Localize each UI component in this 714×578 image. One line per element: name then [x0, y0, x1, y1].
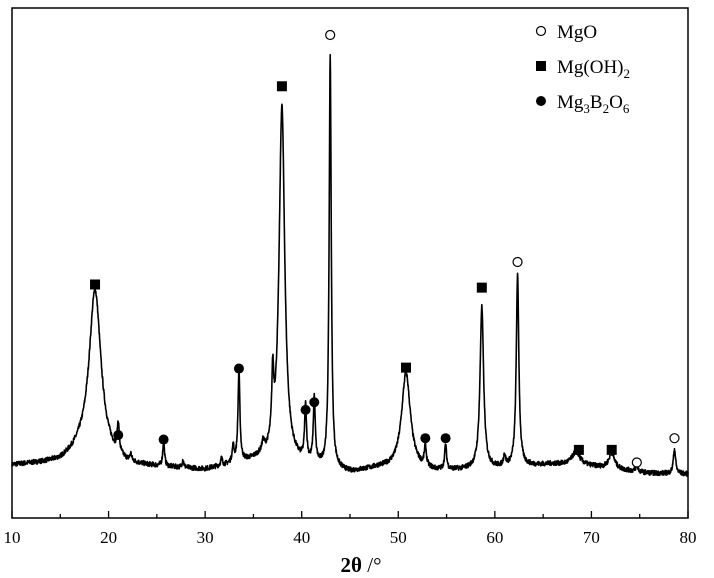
x-axis-label-unit: /° [362, 553, 381, 577]
marker-mg3b2o6 [158, 434, 169, 445]
phase-markers [90, 29, 680, 468]
legend-label-subscript: 6 [623, 101, 630, 116]
legend-marker [536, 96, 546, 106]
legend-label: Mg3B2O6​ [557, 92, 630, 116]
marker-mg3b2o6 [309, 397, 320, 408]
marker-mg3b2o6 [233, 363, 244, 374]
xrd-pattern-line [11, 53, 689, 477]
legend-label-subscript: 2 [624, 66, 631, 81]
x-tick-label: 60 [486, 528, 503, 547]
marker-mg3b2o6 [420, 433, 431, 444]
x-tick-label: 70 [583, 528, 600, 547]
marker-mg-oh-2 [606, 444, 617, 455]
marker-mgo [631, 457, 642, 468]
legend-label-base: Mg(OH) [557, 57, 624, 78]
marker-mg-oh-2 [90, 279, 101, 290]
legend-label-base: MgO [557, 22, 597, 43]
x-tick-label: 50 [390, 528, 407, 547]
legend-marker [536, 61, 546, 71]
x-tick-label: 10 [4, 528, 21, 547]
marker-mg-oh-2 [573, 444, 584, 455]
marker-mg3b2o6 [440, 433, 451, 444]
legend-marker [535, 25, 547, 37]
legend-label-subscript: 2 [603, 101, 610, 116]
plot-frame [11, 7, 689, 519]
x-tick-label: 30 [197, 528, 214, 547]
x-axis-label-bold: 2θ [341, 553, 363, 577]
marker-mg-oh-2 [476, 282, 487, 293]
plot-layer [11, 7, 689, 519]
legend-label: MgO [557, 22, 597, 43]
marker-mg-oh-2 [401, 362, 412, 373]
marker-mg-oh-2 [276, 81, 287, 92]
x-tick-label: 80 [680, 528, 697, 547]
marker-mgo [512, 256, 523, 268]
marker-mgo [669, 433, 680, 444]
x-axis: 10 20 30 40 50 60 70 80 [4, 511, 697, 547]
legend-label-base: B [590, 92, 603, 113]
marker-mg3b2o6 [113, 430, 124, 441]
legend-label-base: Mg [557, 92, 584, 113]
marker-mgo [325, 29, 336, 41]
x-tick-label: 40 [293, 528, 310, 547]
legend-label-subscript: 3 [583, 101, 590, 116]
legend-label: Mg(OH)2​ [557, 57, 630, 81]
x-tick-label: 20 [100, 528, 117, 547]
marker-mg3b2o6 [300, 404, 311, 415]
x-axis-label: 2θ /° [341, 553, 382, 577]
legend-label-base: O [609, 92, 623, 113]
